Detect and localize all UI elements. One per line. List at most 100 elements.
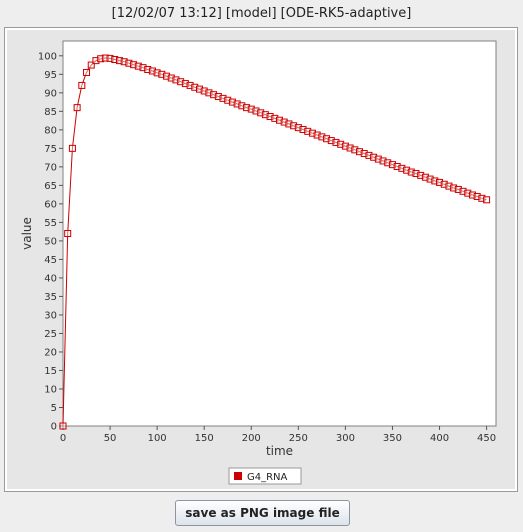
data-point — [365, 151, 373, 159]
y-tick-label: 75 — [44, 144, 57, 155]
data-point — [120, 58, 128, 66]
y-tick-label: 85 — [44, 107, 57, 118]
window-title: [12/02/07 13:12] [model] [ODE-RK5-adapti… — [111, 6, 412, 21]
data-point — [351, 146, 359, 154]
data-point — [271, 114, 279, 122]
data-point — [440, 180, 448, 188]
x-tick-label: 350 — [383, 433, 402, 444]
data-point — [417, 171, 425, 179]
data-point — [228, 98, 236, 106]
data-point — [421, 173, 429, 181]
save-png-button[interactable]: save as PNG image file — [175, 500, 350, 526]
data-point — [172, 76, 180, 84]
y-tick-label: 60 — [44, 199, 57, 210]
data-point — [252, 107, 260, 115]
x-axis-label: time — [266, 444, 293, 458]
data-point — [73, 104, 81, 112]
y-tick-label: 0 — [51, 422, 57, 433]
data-point — [195, 85, 203, 93]
chart-panel: 0 5 10 15 20 25 30 35 40 45 50 55 60 65 70 75 80 85 90 95 10… — [4, 27, 518, 492]
data-point — [393, 162, 401, 170]
y-tick-label: 20 — [44, 347, 57, 358]
data-point — [92, 57, 100, 65]
legend-swatch — [234, 472, 242, 480]
data-point — [59, 422, 67, 430]
data-point — [464, 189, 472, 197]
data-point — [191, 83, 199, 91]
x-tick-label: 200 — [242, 433, 261, 444]
data-point — [134, 62, 142, 70]
data-point — [436, 178, 444, 186]
y-tick-label: 15 — [44, 366, 57, 377]
data-point — [266, 113, 274, 121]
data-point — [318, 133, 326, 141]
data-point — [304, 127, 312, 135]
data-point — [205, 89, 213, 97]
data-point — [125, 59, 133, 67]
data-point — [233, 100, 241, 108]
data-point — [106, 54, 114, 62]
data-point — [290, 122, 298, 130]
y-tick-label: 45 — [44, 255, 57, 266]
y-tick-label: 55 — [44, 218, 57, 229]
data-point — [144, 66, 152, 74]
y-tick-label: 95 — [44, 70, 57, 81]
data-point — [111, 56, 119, 64]
data-point — [370, 153, 378, 161]
y-tick-label: 5 — [51, 403, 57, 414]
data-point — [308, 129, 316, 137]
y-tick-label: 70 — [44, 162, 57, 173]
data-point — [426, 175, 434, 183]
data-point — [276, 116, 283, 124]
data-point — [459, 187, 467, 195]
data-point — [388, 161, 396, 169]
data-point — [97, 55, 105, 63]
data-point — [68, 144, 76, 152]
data-point — [483, 196, 491, 204]
data-point — [412, 170, 420, 178]
data-point — [356, 148, 364, 156]
x-tick-label: 50 — [104, 433, 117, 444]
data-point — [445, 182, 453, 190]
data-point — [407, 168, 415, 176]
data-point — [379, 157, 387, 165]
data-point — [219, 94, 227, 102]
data-point — [341, 142, 349, 150]
data-point — [346, 144, 354, 152]
data-point — [247, 105, 255, 113]
y-tick-label: 80 — [44, 125, 57, 136]
data-point — [158, 70, 166, 78]
y-tick-label: 30 — [44, 310, 57, 321]
data-point — [398, 164, 406, 172]
x-tick-label: 300 — [336, 433, 355, 444]
data-point — [384, 159, 392, 167]
data-point — [360, 150, 368, 158]
data-point — [163, 72, 171, 80]
data-point — [101, 54, 109, 62]
data-point — [468, 191, 476, 199]
data-point — [148, 67, 156, 75]
data-point — [167, 74, 175, 82]
x-tick-label: 400 — [430, 433, 449, 444]
data-point — [299, 125, 307, 133]
data-point — [323, 135, 331, 143]
data-point — [332, 138, 340, 146]
line-chart: 0 5 10 15 20 25 30 35 40 45 50 55 60 65 70 75 80 85 90 95 10… — [20, 40, 497, 485]
y-tick-label: 25 — [44, 329, 57, 340]
y-tick-label: 100 — [38, 51, 57, 62]
chart-area: 0 5 10 15 20 25 30 35 40 45 50 55 60 65 70 75 80 85 90 95 10… — [7, 30, 515, 489]
data-point — [181, 80, 189, 88]
data-point — [210, 91, 218, 99]
data-point — [280, 118, 288, 126]
data-point — [478, 194, 486, 202]
data-point — [238, 102, 246, 110]
y-axis-label: value — [20, 217, 34, 250]
data-point — [454, 185, 462, 193]
data-point — [337, 140, 345, 148]
data-point — [224, 96, 232, 104]
data-point — [403, 166, 411, 174]
data-point — [327, 137, 335, 145]
data-point — [139, 64, 147, 72]
data-point — [473, 192, 481, 200]
data-point — [450, 184, 458, 192]
